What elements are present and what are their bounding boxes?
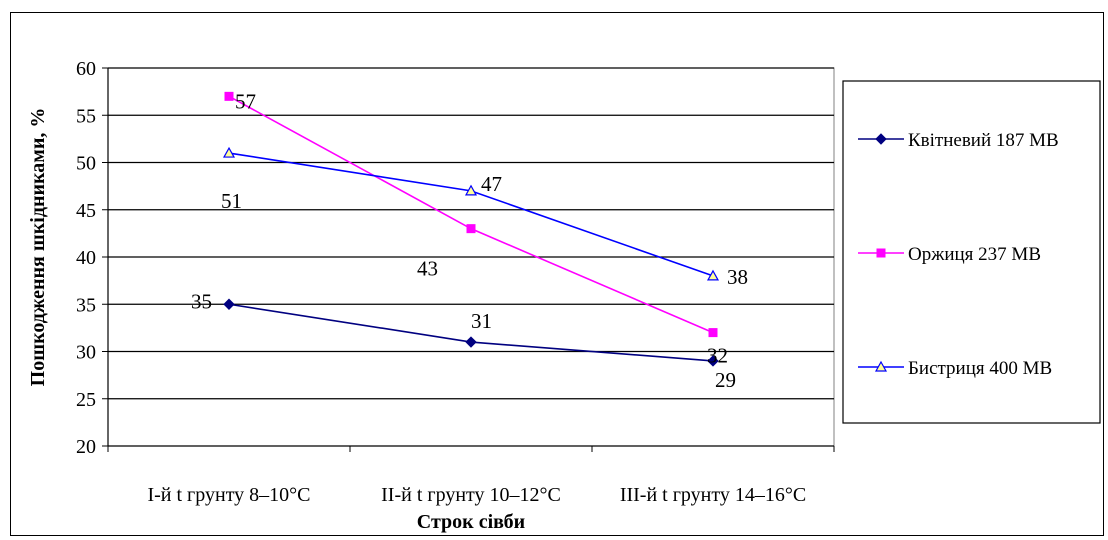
data-point	[464, 184, 478, 196]
chart-frame	[10, 12, 1104, 536]
data-point	[466, 224, 476, 234]
series-3	[222, 146, 720, 281]
legend-label: Бистриця 400 МВ	[908, 358, 1052, 379]
legend-marker	[876, 248, 886, 258]
y-tick-label: 45	[76, 200, 96, 222]
x-axis-title: Строк сівби	[417, 511, 525, 533]
y-tick-label: 60	[76, 58, 96, 80]
x-tick-label: І-й t грунту 8–10°С	[147, 484, 310, 506]
gridlines	[108, 67, 834, 400]
legend: Квітневий 187 МВ Оржиця 237 МВ Бистриця 40…	[842, 80, 1101, 424]
legend-marker	[874, 360, 888, 372]
legend-label: Квітневий 187 МВ	[908, 130, 1059, 151]
series-1	[223, 298, 719, 367]
plot-area: І-й t грунту 8–10°С ІІ-й t грунту 10–12°С…	[76, 58, 835, 506]
legend-marker	[875, 133, 887, 145]
y-tick-label: 20	[76, 436, 96, 458]
y-tick-label: 35	[76, 294, 96, 316]
y-tick-label: 55	[76, 105, 96, 127]
y-tick-label: 50	[76, 153, 96, 175]
data-label: 51	[221, 189, 242, 213]
series-2	[224, 91, 718, 338]
legend-item: Бистриця 400 МВ	[858, 358, 1052, 379]
y-tick-label: 25	[76, 389, 96, 411]
data-label: 29	[715, 368, 736, 392]
data-point	[706, 269, 720, 281]
y-tick-label: 40	[76, 247, 96, 269]
y-axis: 20 25 30 35 40 45 50 55 60	[76, 58, 109, 458]
y-axis-title: Пошкодження шкідниками, %	[27, 108, 49, 387]
data-label: 38	[727, 265, 748, 289]
data-labels: 35 31 29 57 43 32 51 47 38	[191, 89, 748, 392]
legend-item: Оржиця 237 МВ	[858, 244, 1041, 265]
data-label: 32	[707, 344, 728, 368]
series-layer	[222, 91, 720, 367]
data-point	[224, 91, 234, 101]
data-point	[707, 355, 719, 367]
data-label: 57	[235, 89, 256, 113]
data-label: 47	[481, 172, 502, 196]
top-cropped-strip	[0, 0, 1108, 10]
x-tick-label: ІІІ-й t грунту 14–16°С	[620, 484, 806, 506]
legend-label: Оржиця 237 МВ	[908, 244, 1041, 265]
data-label: 43	[417, 257, 438, 281]
data-point	[708, 328, 718, 338]
x-axis: І-й t грунту 8–10°С ІІ-й t грунту 10–12°С…	[107, 445, 835, 506]
x-tick-label: ІІ-й t грунту 10–12°С	[381, 484, 561, 506]
data-label: 31	[471, 309, 492, 333]
data-point	[223, 298, 235, 310]
data-point	[465, 336, 477, 348]
legend-item: Квітневий 187 МВ	[858, 130, 1059, 151]
data-label: 35	[191, 289, 212, 313]
data-point	[222, 146, 236, 158]
legend-box	[842, 80, 1101, 424]
y-tick-label: 30	[76, 342, 96, 364]
